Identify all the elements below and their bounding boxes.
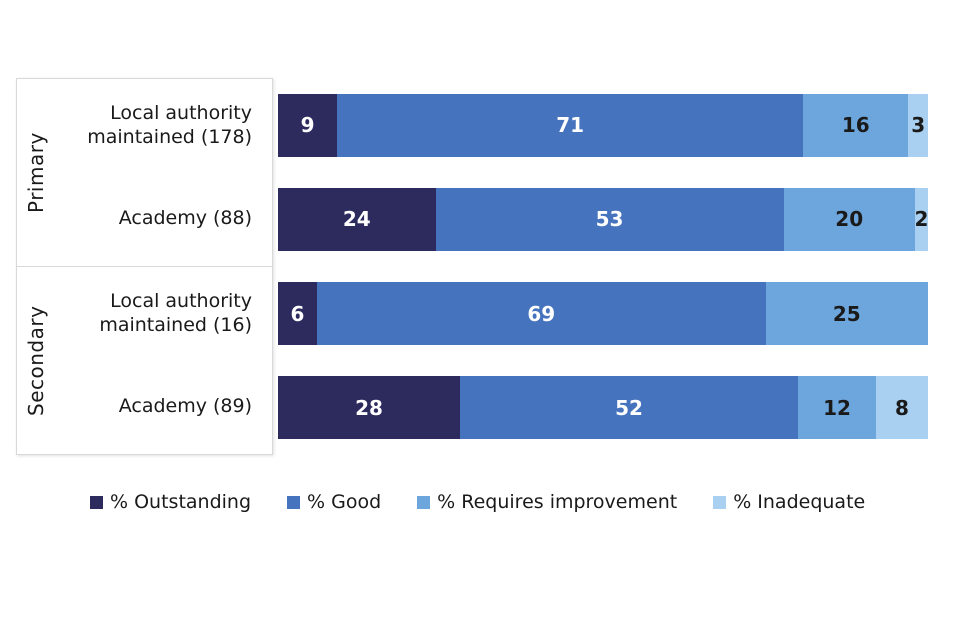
bar-value-label: 3 [911, 113, 926, 138]
bar-segment: 28 [278, 376, 460, 440]
bar-segment: 6 [278, 282, 317, 346]
bar-value-label: 25 [832, 301, 861, 326]
row-label: Academy (89) [55, 361, 272, 455]
bar-segment: 9 [278, 93, 338, 157]
bar-value-label: 20 [835, 207, 864, 232]
bar-row: 28 52 12 8 [278, 361, 928, 455]
bar-value-label: 16 [841, 113, 870, 138]
row-label-text: Local authority maintained (16) [99, 290, 252, 336]
row-label: Local authority maintained (16) [55, 267, 272, 361]
row-labels: Local authority maintained (178) Academy … [55, 79, 272, 266]
legend-label: % Outstanding [110, 491, 252, 513]
bar-segment: 69 [317, 282, 766, 346]
bar-value-label: 69 [527, 301, 556, 326]
bar-segment: 53 [435, 187, 784, 251]
group-section: Secondary Local authority maintained (16)… [17, 266, 272, 454]
bar-value-label: 2 [914, 207, 929, 232]
group-section: Primary Local authority maintained (178) A… [17, 79, 272, 266]
group-label: Secondary [24, 305, 48, 416]
category-panel: Primary Local authority maintained (178) A… [16, 78, 273, 455]
group-label: Primary [24, 132, 48, 213]
bar-segment: 12 [798, 376, 876, 440]
bar-value-label: 53 [595, 207, 624, 232]
legend-label: % Good [307, 491, 382, 513]
stacked-bar: 6 69 25 [278, 282, 928, 346]
bar-segment: 16 [803, 93, 909, 157]
bar-value-label: 9 [300, 113, 315, 138]
bar-value-label: 8 [895, 395, 909, 420]
bar-segment: 3 [908, 93, 928, 157]
bar-value-label: 52 [615, 395, 643, 420]
bar-segment: 52 [460, 376, 798, 440]
row-label: Local authority maintained (178) [55, 79, 272, 173]
bar-row: 6 69 25 [278, 267, 928, 361]
bar-segment: 24 [278, 187, 436, 251]
legend-swatch-icon [90, 495, 103, 509]
legend-swatch-icon [417, 495, 431, 509]
bar-segment: 25 [765, 282, 928, 346]
legend-label: % Inadequate [733, 491, 866, 513]
row-label-text: Academy (89) [118, 395, 252, 418]
row-label-text: Academy (88) [118, 207, 252, 230]
bar-value-label: 28 [355, 395, 383, 420]
legend-label: % Requires improvement [437, 491, 678, 513]
row-labels: Local authority maintained (16) Academy (… [55, 267, 272, 454]
bar-segment: 71 [337, 93, 804, 157]
row-label: Academy (88) [55, 173, 272, 267]
bars-area: 9 71 16 3 24 53 20 2 6 69 25 28 52 12 8 [278, 78, 928, 455]
legend-swatch-icon [287, 495, 301, 509]
legend-swatch-icon [713, 495, 727, 509]
bar-segment: 20 [783, 187, 915, 251]
bar-value-label: 12 [823, 395, 851, 420]
row-label-text: Local authority maintained (178) [87, 102, 252, 148]
stacked-bar: 9 71 16 3 [278, 93, 928, 157]
bar-segment: 8 [876, 376, 928, 440]
stacked-bar: 24 53 20 2 [278, 187, 929, 251]
legend-item: % Inadequate [713, 491, 865, 513]
bar-value-label: 6 [290, 301, 305, 326]
legend-item: % Outstanding [90, 491, 251, 513]
bar-segment: 2 [914, 187, 929, 251]
legend: % Outstanding % Good % Requires improvemen… [90, 488, 865, 516]
bar-value-label: 24 [342, 207, 371, 232]
bar-row: 24 53 20 2 [278, 172, 928, 266]
bar-row: 9 71 16 3 [278, 78, 928, 172]
legend-item: % Good [287, 491, 381, 513]
stacked-bar: 28 52 12 8 [278, 376, 928, 440]
bar-value-label: 71 [556, 113, 585, 138]
legend-item: % Requires improvement [417, 491, 677, 513]
